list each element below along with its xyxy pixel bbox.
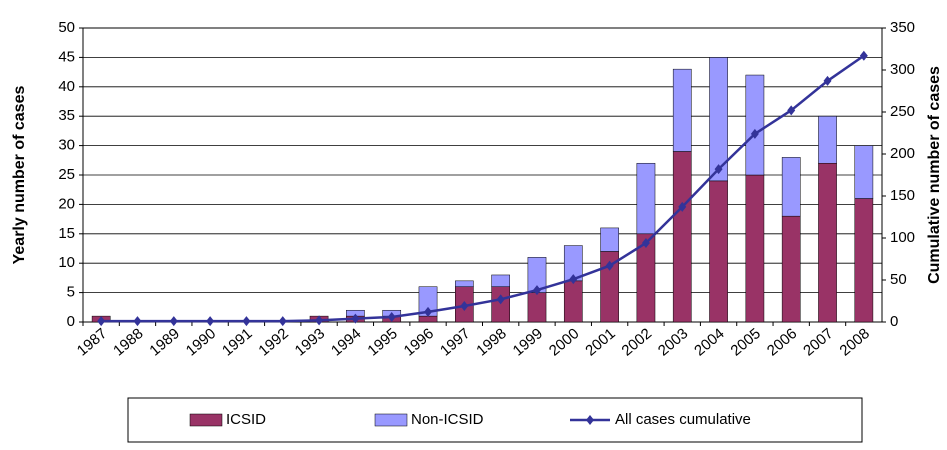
legend-box: [127, 397, 863, 443]
y-tick-label: 45: [58, 48, 75, 65]
line-marker: [133, 316, 142, 327]
y-axis-title: Yearly number of cases: [11, 86, 28, 265]
x-tick-label: 1987: [74, 325, 110, 359]
bar: [854, 198, 874, 323]
x-tick-label: 1988: [110, 325, 146, 359]
legend-label: All cases cumulative: [615, 411, 751, 428]
x-tick-label: 1996: [401, 325, 437, 359]
line-marker: [532, 285, 541, 296]
y2-tick-label: 100: [890, 229, 915, 246]
bar: [854, 145, 874, 199]
y2-tick-label: 350: [890, 19, 915, 36]
legend-label: Non-ICSID: [411, 411, 484, 428]
bar: [781, 157, 801, 217]
y-tick-label: 20: [58, 195, 75, 212]
x-tick-label: 1990: [183, 325, 219, 359]
bar: [709, 180, 728, 323]
bar: [672, 68, 692, 152]
line-marker: [714, 164, 723, 175]
x-tick-label: 1989: [146, 325, 182, 359]
legend-label: ICSID: [226, 411, 266, 428]
bar: [672, 151, 692, 323]
bar: [418, 315, 438, 323]
x-tick-label: 1998: [473, 325, 509, 359]
line-marker: [750, 128, 759, 139]
y2-tick-label: 300: [890, 61, 915, 78]
line-marker: [460, 301, 469, 312]
line-marker: [605, 260, 614, 271]
x-tick-label: 1995: [364, 325, 400, 359]
bar: [491, 286, 510, 323]
line-marker: [387, 311, 396, 322]
line-marker: [242, 316, 251, 327]
x-tick-label: 2008: [836, 325, 872, 359]
y2-axis-title: Cumulative number of cases: [926, 66, 943, 284]
x-tick-label: 1992: [255, 325, 291, 359]
legend-swatch: [374, 413, 408, 427]
line-marker: [678, 201, 687, 212]
bar: [781, 215, 801, 323]
legend-swatch: [189, 413, 223, 427]
line-marker: [496, 294, 505, 305]
line-marker: [424, 306, 433, 317]
line-marker: [859, 50, 868, 61]
bar: [709, 57, 728, 182]
y2-tick-label: 150: [890, 187, 915, 204]
line-marker: [569, 274, 578, 285]
bar: [455, 280, 474, 287]
y2-tick-label: 200: [890, 145, 915, 162]
x-tick-label: 2001: [582, 325, 618, 359]
bar: [818, 162, 837, 323]
line-marker: [169, 316, 178, 327]
y-tick-label: 40: [58, 78, 75, 95]
x-tick-label: 2007: [800, 325, 836, 359]
y2-tick-label: 50: [890, 271, 907, 288]
line-marker: [97, 316, 106, 327]
line-marker: [206, 316, 215, 327]
legend-marker: [586, 415, 594, 425]
x-tick-label: 2000: [546, 325, 582, 359]
y2-tick-label: 250: [890, 103, 915, 120]
x-tick-label: 1997: [437, 325, 473, 359]
bar: [527, 292, 547, 323]
x-tick-label: 1994: [328, 325, 364, 359]
x-tick-label: 1993: [292, 325, 328, 359]
line: [101, 54, 865, 323]
y2-tick-label: 0: [890, 313, 898, 330]
line-marker: [641, 238, 650, 249]
bar: [600, 227, 619, 252]
bar: [745, 174, 765, 323]
line-marker: [278, 316, 287, 327]
y-tick-label: 15: [58, 225, 75, 242]
bar: [818, 115, 837, 164]
x-tick-label: 2004: [691, 325, 727, 359]
bar: [636, 162, 656, 235]
bar: [563, 280, 583, 323]
line-marker: [823, 75, 832, 86]
x-tick-label: 1999: [510, 325, 546, 359]
y-tick-label: 35: [58, 107, 75, 124]
y-tick-label: 5: [67, 284, 75, 301]
bar: [745, 74, 765, 176]
y-tick-label: 0: [67, 313, 75, 330]
x-tick-label: 2003: [655, 325, 691, 359]
y-tick-label: 10: [58, 254, 75, 271]
line-marker: [787, 105, 796, 116]
y-tick-label: 50: [58, 19, 75, 36]
line-marker: [315, 315, 324, 326]
x-tick-label: 2002: [619, 325, 655, 359]
line-marker: [351, 313, 360, 324]
y-tick-label: 30: [58, 137, 75, 154]
x-tick-label: 2005: [728, 325, 764, 359]
bar: [491, 274, 510, 287]
x-tick-label: 1991: [219, 325, 255, 359]
y-tick-label: 25: [58, 166, 75, 183]
x-tick-label: 2006: [764, 325, 800, 359]
